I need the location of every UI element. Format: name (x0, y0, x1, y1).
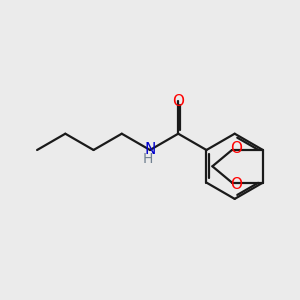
Text: O: O (230, 141, 242, 156)
Text: O: O (230, 177, 242, 192)
Text: H: H (143, 152, 154, 166)
Text: N: N (144, 142, 156, 157)
Text: O: O (172, 94, 184, 109)
